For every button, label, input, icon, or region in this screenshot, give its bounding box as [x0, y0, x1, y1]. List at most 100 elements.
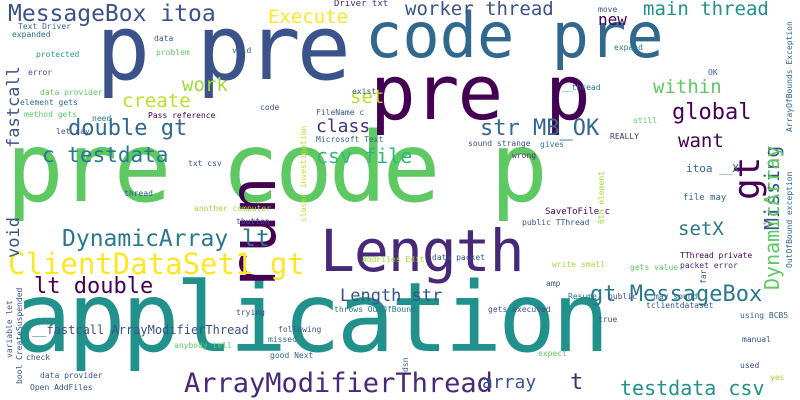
word-worker-thread: worker thread — [405, 0, 554, 20]
word-fastcall: fastcall — [4, 66, 24, 148]
word-outofbound-exception: OutOfBound exception — [785, 171, 794, 268]
word-fastcall-arraymodifierthread: __fastcall ArrayModifierThread — [32, 323, 249, 337]
word-length-str: Length str — [340, 286, 443, 306]
word-missed: missed — [268, 335, 297, 344]
word-dynamicarray-lt: DynamicArray lt — [62, 226, 270, 252]
word-far: far — [699, 269, 708, 284]
word-trying: trying — [236, 308, 265, 317]
word-length: Length — [320, 217, 525, 285]
word-global: global — [672, 100, 752, 125]
word-work: work — [182, 74, 228, 96]
word-gets-executed: gets executed — [488, 305, 551, 314]
word-tbutton: tbutton — [236, 217, 270, 226]
word-data-packet: data packet — [432, 253, 485, 262]
word-application: application — [14, 262, 610, 374]
word-sound-strange: sound strange — [468, 139, 531, 148]
word-lt-double: lt double — [34, 274, 154, 299]
word-arrayofbounds-exception: ArrayOfBounds Exception — [785, 21, 794, 132]
word-arraymodifierthread: ArrayModifierThread — [184, 368, 493, 399]
word-need: need — [92, 114, 112, 123]
word-void-vertical: void — [4, 217, 24, 258]
word-thread: thread — [124, 189, 153, 198]
word-still: still — [633, 116, 658, 125]
word-messagebox-itoa: MessageBox itoa — [8, 1, 216, 27]
word-expect: expect — [538, 349, 567, 358]
word-ok: OK — [708, 68, 718, 77]
word-driver-txt: Driver txt — [334, 0, 389, 9]
word-p-pre: p pre — [96, 0, 351, 101]
word-expand: expand — [614, 43, 643, 52]
word-filename-c: FileName c — [316, 108, 365, 117]
word-pass-reference: Pass reference — [148, 111, 216, 120]
word-data-provider-bottom: data provider — [40, 371, 103, 380]
word-csv-file: csv file — [316, 144, 413, 168]
word-error: error — [28, 68, 53, 77]
word-another-computer: another computer — [194, 204, 272, 213]
word-file-may: file may — [683, 193, 727, 203]
word-tclientdataset: tclientdataset — [646, 301, 714, 310]
word-array: array — [482, 372, 537, 393]
word-move: move — [598, 5, 618, 14]
word-savetofile-c: SaveToFile c — [545, 207, 611, 217]
word-want: want — [678, 130, 724, 152]
word-method-gets: method gets — [24, 110, 77, 119]
word-thread-underscore: __thread — [562, 83, 601, 92]
word-tthread-private: TThread private — [680, 251, 753, 260]
word-good-next: good Next — [270, 351, 314, 360]
word-pre-p: pre p — [370, 48, 591, 137]
word-data-provider-top: data provider — [40, 88, 103, 97]
word-may-sound: may sound — [654, 292, 698, 301]
word-microsoft-text: Microsoft Text — [316, 135, 384, 144]
word-str-mb-ok: str MB_OK — [480, 116, 600, 141]
word-main-thread: main thread — [643, 0, 769, 20]
word-execute: Execute — [268, 6, 349, 28]
word-class: class — [316, 116, 371, 137]
word-open-addfiles: Open AddFiles — [30, 383, 93, 392]
word-gives: gives — [540, 140, 565, 149]
word-true: true — [598, 315, 618, 324]
word-resume: Resume — [568, 292, 597, 301]
word-packet-error: packet error — [680, 261, 738, 270]
word-pre-code-p: pre code p — [6, 112, 548, 224]
word-within: within — [653, 76, 722, 98]
word-variable-let: variable let — [5, 300, 14, 358]
word-expanded: expanded — [12, 30, 51, 39]
word-manual: manual — [742, 335, 771, 344]
word-element-gets: element gets — [20, 98, 78, 107]
word-dynamicarray-vertical: DynamicArray — [760, 145, 784, 291]
word-gt-messagebox: gt MessageBox — [590, 282, 763, 307]
word-protected: protected — [36, 50, 80, 59]
word-set: set — [350, 86, 385, 108]
word-closer-investigation: closer investigation — [299, 125, 308, 222]
word-itoa-x: itoa __X — [686, 162, 739, 175]
word-public: public — [608, 292, 637, 301]
word-testdata-csv: testdata csv — [620, 376, 765, 400]
word-anybody-tell: anybody tell — [174, 341, 232, 350]
word-gets-value: gets value — [630, 263, 679, 272]
word-following: following — [278, 325, 322, 334]
word-data: data — [154, 34, 174, 43]
word-text-driver: Text Driver — [18, 22, 71, 31]
word-yes: yes — [770, 373, 785, 382]
word-used: used — [740, 361, 760, 370]
word-code-small: code — [260, 103, 280, 112]
word-throws-outofbound: throws OutOfBound — [334, 305, 416, 314]
word-c-testdata: c testdata — [42, 143, 169, 167]
word-check: check — [26, 353, 51, 362]
word-create: create — [122, 90, 191, 112]
word-setx: setX — [678, 218, 724, 240]
word-txt-csv: txt csv — [188, 159, 222, 168]
word-exist: exist — [352, 87, 377, 96]
word-void-small: void — [232, 46, 252, 55]
word-really: REALLY — [610, 132, 639, 141]
word-using-bcb5: using BCB5 — [740, 311, 789, 320]
word-let-say: let say — [56, 127, 90, 136]
word-addfiles-edit: AddFiles Edit — [362, 255, 425, 264]
word-bool-createsuspended: bool CreateSuspended — [15, 287, 24, 384]
word-new: new — [598, 10, 627, 29]
word-public-tthread: public TThread — [522, 218, 590, 227]
word-dsn: dsn — [401, 357, 410, 372]
word-write-small: write small — [552, 260, 605, 269]
word-t: t — [570, 370, 584, 395]
